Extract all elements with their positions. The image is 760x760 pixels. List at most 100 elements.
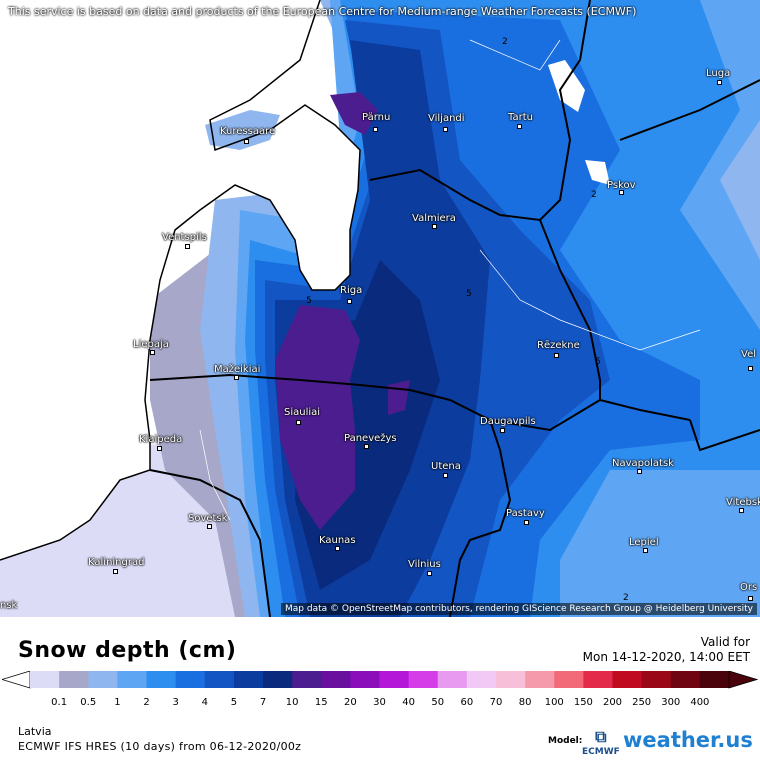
city-dot	[748, 596, 753, 601]
ecmwf-notice: This service is based on data and produc…	[8, 5, 637, 18]
scale-tick-label: 7	[259, 697, 267, 708]
scale-tick-label: 150	[573, 697, 593, 708]
scale-tick-label: 50	[431, 697, 445, 708]
city-dot	[427, 571, 432, 576]
city-dot	[347, 299, 352, 304]
city-dot	[717, 80, 722, 85]
city-label[interactable]: Siauliai	[284, 407, 321, 418]
scale-tick-label: 4	[201, 697, 208, 708]
city-dot	[524, 520, 529, 525]
scale-cell	[350, 671, 380, 688]
scale-cell	[496, 671, 526, 688]
city-label[interactable]: Pastavy	[506, 508, 545, 519]
city-label[interactable]: Panevežys	[344, 433, 397, 444]
city-label[interactable]: Kaliningrad	[88, 557, 145, 568]
city-dot	[443, 473, 448, 478]
snow-depth-map[interactable]: This service is based on data and produc…	[0, 0, 760, 617]
city-dot	[150, 350, 155, 355]
city-label[interactable]: Kuressaare	[220, 126, 276, 137]
scale-tick-label: 40	[402, 697, 415, 708]
scale-cell	[204, 671, 235, 688]
city-dot	[739, 508, 744, 513]
weather-us-logo[interactable]: weather.us	[623, 728, 753, 752]
scale-tick-label: 300	[661, 697, 681, 708]
city-dot	[234, 375, 239, 380]
contour-label: 2	[502, 37, 508, 47]
scale-tick-label: 80	[518, 697, 532, 708]
city-label[interactable]: Daugavpils	[480, 416, 536, 427]
scale-cell	[379, 671, 410, 688]
scale-cell	[612, 671, 643, 688]
color-scale	[2, 671, 759, 689]
city-label[interactable]: Lepiel	[629, 537, 659, 548]
city-dot	[619, 190, 624, 195]
scale-cell	[30, 671, 60, 688]
city-dot	[296, 420, 301, 425]
scale-tick-label: 3	[172, 697, 179, 708]
city-label[interactable]: Liepaja	[133, 339, 169, 350]
city-label[interactable]: Pskov	[607, 180, 636, 191]
city-label[interactable]: Navapolatsk	[612, 458, 674, 469]
city-label[interactable]: Luga	[706, 68, 731, 79]
city-label[interactable]: Ors	[740, 582, 758, 593]
scale-tick-label: 30	[373, 697, 386, 708]
scale-cell	[437, 671, 468, 688]
map-attribution: Map data © OpenStreetMap contributors, r…	[281, 603, 757, 615]
scale-tick-label: 100	[544, 697, 564, 708]
scale-low-arrow	[2, 671, 31, 689]
scale-cell	[233, 671, 264, 688]
scale-tick-label: 20	[344, 697, 357, 708]
city-dot	[335, 546, 340, 551]
city-dot	[443, 127, 448, 132]
city-label[interactable]: nsk	[0, 600, 18, 611]
city-label[interactable]: Riga	[340, 285, 363, 296]
city-label[interactable]: Sovetsk	[188, 513, 228, 524]
map-canvas	[0, 0, 760, 617]
city-dot	[748, 366, 753, 371]
city-label[interactable]: Viljandi	[428, 113, 465, 124]
city-dot	[113, 569, 118, 574]
scale-cell	[408, 671, 439, 688]
scale-tick-label: 70	[489, 697, 503, 708]
city-label[interactable]: Kaunas	[319, 535, 356, 546]
scale-cell	[146, 671, 177, 688]
city-label[interactable]: Valmiera	[412, 213, 456, 224]
scale-cell	[466, 671, 497, 688]
scale-cell	[321, 671, 351, 688]
scale-tick-label: 200	[602, 697, 623, 708]
city-dot	[244, 139, 249, 144]
city-label[interactable]: Rēzekne	[537, 340, 580, 351]
contour-label: 5	[595, 357, 601, 367]
ecmwf-icon: ⧉	[595, 727, 607, 746]
scale-cell	[175, 671, 206, 688]
scale-tick-label: 2	[143, 697, 150, 708]
scale-tick-label: 60	[460, 697, 474, 708]
scale-cell	[699, 671, 730, 688]
ecmwf-logo[interactable]: ⧉ ECMWF	[582, 727, 620, 757]
city-label[interactable]: Pärnu	[362, 112, 391, 123]
city-label[interactable]: Vilnius	[408, 559, 441, 570]
scale-cell	[117, 671, 147, 688]
scale-cell	[670, 671, 701, 688]
scale-tick-label: 10	[285, 697, 299, 708]
city-label[interactable]: Ventspils	[162, 232, 207, 243]
scale-cell	[263, 671, 293, 688]
city-dot	[373, 127, 378, 132]
city-label[interactable]: Klaipeda	[139, 434, 183, 445]
valid-label: Valid for	[700, 635, 750, 649]
scale-tick-label: 0.5	[80, 697, 97, 708]
city-dot	[207, 524, 212, 529]
scale-tick-label: 0.1	[51, 697, 68, 708]
city-label[interactable]: Vitebsk	[726, 497, 760, 508]
scale-high-arrow	[728, 671, 759, 689]
city-label[interactable]: Vel	[741, 349, 756, 360]
city-label[interactable]: Mažeikiai	[214, 364, 261, 375]
city-dot	[637, 469, 642, 474]
city-label[interactable]: Utena	[431, 461, 461, 472]
region-label: Latvia	[18, 725, 52, 738]
city-dot	[432, 224, 437, 229]
city-label[interactable]: Tartu	[508, 112, 533, 123]
scale-tick-label: 5	[230, 697, 238, 708]
scale-cell	[641, 671, 672, 688]
contour-label: 2	[623, 593, 629, 603]
